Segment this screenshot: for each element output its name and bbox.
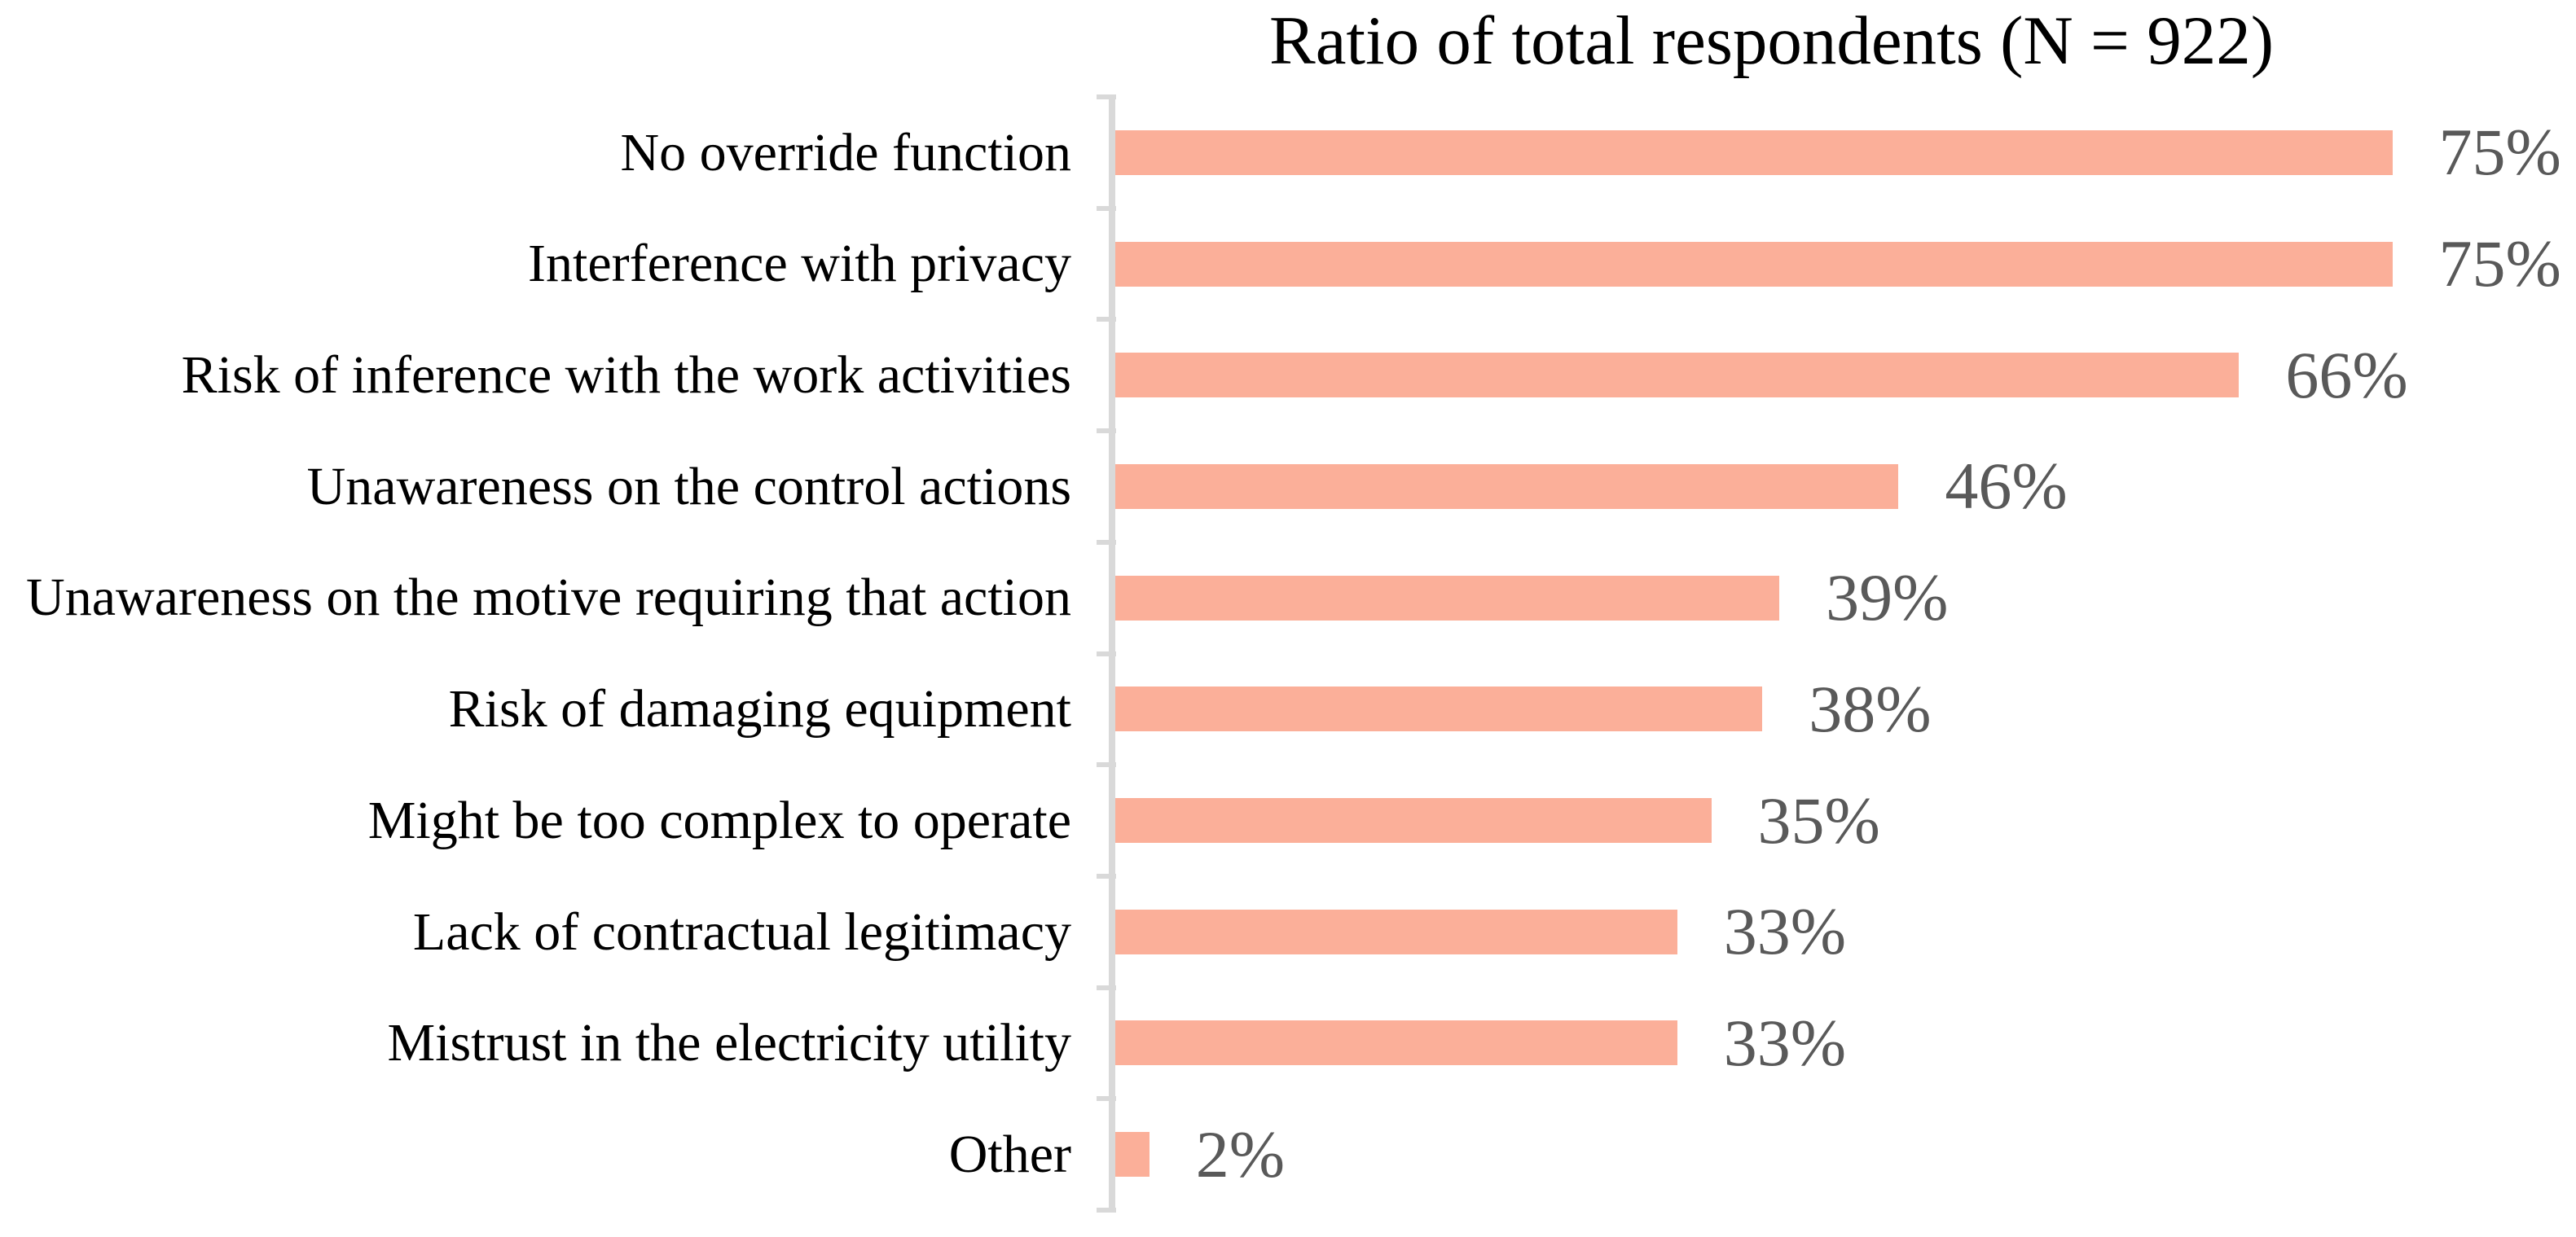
bar: [1115, 686, 1763, 732]
axis-tick: [1097, 205, 1116, 211]
category-label: Unawareness on the control actions: [306, 456, 1071, 516]
bar: [1115, 353, 2240, 398]
category-label: Might be too complex to operate: [367, 790, 1071, 850]
axis-gap-spacer: [1071, 598, 1115, 599]
axis-tick: [1097, 428, 1116, 434]
axis-gap-spacer: [1071, 1154, 1115, 1155]
category-label: Mistrust in the electricity utility: [387, 1013, 1071, 1073]
bar-row: Lack of contractual legitimacy 33%: [0, 876, 2576, 988]
category-label: Risk of damaging equipment: [448, 679, 1071, 739]
value-label: 33%: [1723, 894, 1846, 969]
bar: [1115, 1132, 1150, 1178]
bar: [1115, 241, 2393, 287]
category-label: Other: [948, 1124, 1071, 1184]
value-label: 33%: [1723, 1005, 1846, 1080]
axis-tick: [1097, 317, 1116, 322]
value-label: 66%: [2285, 337, 2408, 412]
bar-row: Interference with privacy 75%: [0, 208, 2576, 320]
axis-gap-spacer: [1071, 820, 1115, 821]
bar-row: Other 2%: [0, 1099, 2576, 1210]
bar: [1115, 129, 2393, 175]
value-label: 35%: [1757, 783, 1880, 858]
axis-gap-spacer: [1071, 486, 1115, 487]
category-label: Risk of inference with the work activiti…: [181, 345, 1071, 406]
bar-row: Might be too complex to operate 35%: [0, 765, 2576, 876]
axis-tick: [1097, 539, 1116, 545]
axis-tick: [1097, 94, 1116, 99]
bar: [1115, 575, 1780, 621]
axis-gap-spacer: [1071, 152, 1115, 153]
chart-title: Ratio of total respondents (N = 922): [1269, 2, 2274, 79]
category-label: Unawareness on the motive requiring that…: [26, 568, 1071, 628]
axis-gap-spacer: [1071, 264, 1115, 265]
axis-tick: [1097, 873, 1116, 879]
category-label: Interference with privacy: [528, 234, 1071, 294]
bar-row: Risk of damaging equipment 38%: [0, 654, 2576, 765]
bar-row: Risk of inference with the work activiti…: [0, 319, 2576, 431]
axis-gap-spacer: [1071, 708, 1115, 709]
value-label: 75%: [2438, 115, 2561, 190]
bar: [1115, 1020, 1677, 1066]
axis-gap-spacer: [1071, 1042, 1115, 1043]
bar-row: Unawareness on the control actions 46%: [0, 431, 2576, 542]
bar-row: Mistrust in the electricity utility 33%: [0, 988, 2576, 1099]
bar: [1115, 798, 1712, 844]
bar: [1115, 909, 1677, 954]
value-label: 46%: [1945, 449, 2068, 524]
value-label: 39%: [1826, 560, 1949, 635]
bar-row: No override function 75%: [0, 97, 2576, 208]
axis-tick: [1097, 985, 1116, 990]
value-label: 75%: [2438, 226, 2561, 301]
axis-tick: [1097, 1208, 1116, 1213]
axis-tick: [1097, 762, 1116, 768]
value-label: 2%: [1195, 1116, 1286, 1191]
bar-row: Unawareness on the motive requiring that…: [0, 542, 2576, 654]
bar: [1115, 463, 1899, 509]
axis-tick: [1097, 1096, 1116, 1102]
value-label: 38%: [1809, 671, 1932, 746]
category-label: Lack of contractual legitimacy: [412, 901, 1071, 962]
axis-tick: [1097, 651, 1116, 656]
category-label: No override function: [620, 122, 1072, 182]
